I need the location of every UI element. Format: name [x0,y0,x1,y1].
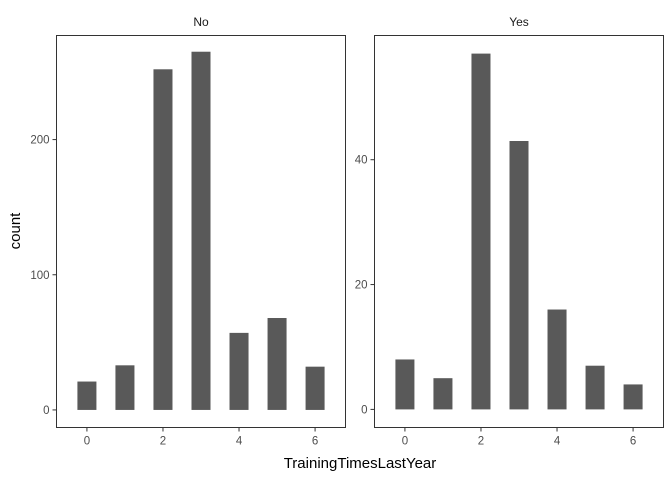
bar-yes-3 [509,140,529,410]
panel-no: No 0 100 200 0 2 4 6 [30,15,346,448]
bar-no-6 [305,366,325,410]
bar-no-1 [115,365,135,410]
y-tick-label-yes-20: 20 [355,280,368,292]
bar-yes-0 [395,359,415,410]
panel-no-title: No [193,15,209,29]
bar-no-5 [267,318,287,410]
x-tick-label-no-0: 0 [84,436,90,448]
x-tick-label-no-2: 2 [160,436,166,448]
x-tick-label-yes-6: 6 [630,436,636,448]
bar-yes-1 [433,378,453,410]
panel-no-y-axis: 0 100 200 [30,135,57,417]
x-tick-label-yes-4: 4 [554,436,561,448]
x-tick-label-yes-2: 2 [478,436,484,448]
y-axis-title: count [7,212,24,250]
panel-yes: Yes 0 20 40 0 2 4 6 [355,15,664,448]
x-tick-label-no-6: 6 [312,436,318,448]
y-tick-label-yes-40: 40 [355,155,368,167]
bar-no-3 [191,51,211,410]
bar-yes-4 [547,309,567,410]
y-tick-label-yes-0: 0 [361,404,367,416]
panel-yes-x-axis: 0 2 4 6 [402,427,636,448]
panel-no-border [56,35,346,428]
y-tick-label-no-100: 100 [30,270,49,282]
bar-yes-2 [471,53,491,410]
panel-yes-title: Yes [509,15,529,29]
bar-no-4 [229,332,249,410]
bar-no-0 [77,381,97,410]
bar-no-2 [153,69,173,410]
y-tick-label-no-0: 0 [43,405,49,417]
panel-yes-border [374,35,664,428]
panel-yes-y-axis: 0 20 40 [355,155,375,416]
y-tick-label-no-200: 200 [30,135,49,147]
bar-yes-5 [585,365,605,410]
x-axis-title: TrainingTimesLastYear [284,455,437,472]
x-tick-label-no-4: 4 [236,436,243,448]
bar-yes-6 [623,384,643,410]
panel-no-x-axis: 0 2 4 6 [84,427,318,448]
x-tick-label-yes-0: 0 [402,436,408,448]
panel-no-bars [77,51,325,410]
panel-yes-bars [395,53,643,410]
